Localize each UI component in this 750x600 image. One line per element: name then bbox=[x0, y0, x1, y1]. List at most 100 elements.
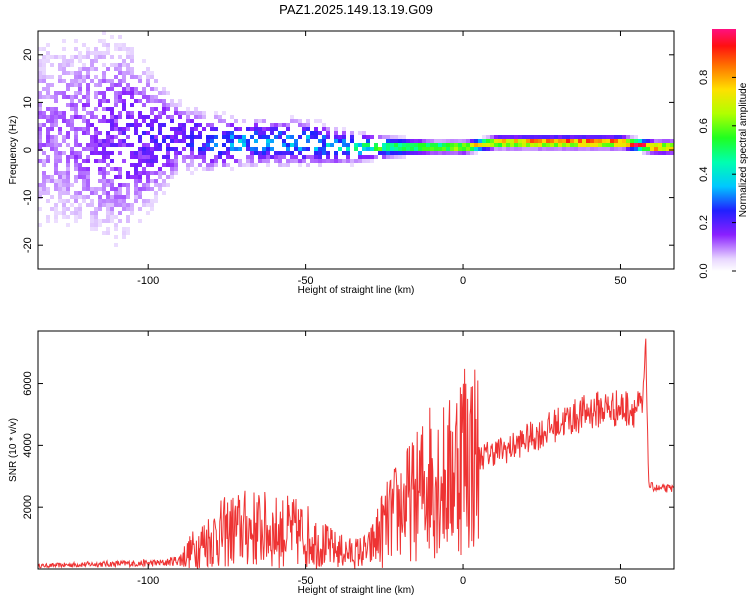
spectrogram-cell bbox=[234, 159, 238, 163]
spectrogram-cell bbox=[66, 223, 70, 227]
spectrogram-cell bbox=[430, 151, 434, 155]
spectrogram-cell bbox=[110, 115, 114, 119]
spectrogram-cell bbox=[194, 127, 198, 131]
spectrogram-cell bbox=[90, 115, 94, 119]
spectrogram-cell bbox=[426, 147, 430, 151]
spectrogram-cell bbox=[102, 55, 106, 59]
spectrogram-cell bbox=[566, 143, 570, 147]
spectrogram-cell bbox=[306, 155, 310, 159]
spectrogram-cell bbox=[238, 163, 242, 167]
spectrogram-cell bbox=[270, 147, 274, 151]
spectrogram-cell bbox=[38, 223, 42, 227]
spectrogram-cell bbox=[126, 175, 130, 179]
spectrogram-cell bbox=[126, 51, 130, 55]
spectrogram-cell bbox=[546, 147, 550, 151]
spectrogram-cell bbox=[78, 191, 82, 195]
spectrogram-cell bbox=[134, 119, 138, 123]
spectrogram-cell bbox=[86, 47, 90, 51]
spectrogram-cell bbox=[154, 87, 158, 91]
spectrogram-cell bbox=[94, 47, 98, 51]
spectrogram-cell bbox=[334, 155, 338, 159]
spectrogram-cell bbox=[150, 127, 154, 131]
spectrogram-cell bbox=[546, 139, 550, 143]
y-tick-label: -10 bbox=[22, 190, 34, 206]
spectrogram-cell bbox=[174, 139, 178, 143]
spectrogram-cell bbox=[242, 135, 246, 139]
spectrogram-cell bbox=[114, 95, 118, 99]
spectrogram-cell bbox=[70, 211, 74, 215]
spectrogram-cell bbox=[90, 135, 94, 139]
spectrogram-cell bbox=[186, 135, 190, 139]
spectrogram-cell bbox=[94, 75, 98, 79]
spectrogram-cell bbox=[66, 119, 70, 123]
spectrogram-cell bbox=[154, 79, 158, 83]
spectrogram-cell bbox=[290, 151, 294, 155]
spectrogram-cell bbox=[534, 143, 538, 147]
spectrogram-cell bbox=[78, 215, 82, 219]
spectrogram-cell bbox=[138, 91, 142, 95]
spectrogram-cell bbox=[58, 63, 62, 67]
spectrogram-cell bbox=[134, 199, 138, 203]
spectrogram-cell bbox=[166, 175, 170, 179]
spectrogram-cell bbox=[94, 187, 98, 191]
spectrogram-cell bbox=[102, 71, 106, 75]
spectrogram-cell bbox=[494, 139, 498, 143]
spectrogram-cell bbox=[38, 131, 42, 135]
spectrogram-cell bbox=[82, 119, 86, 123]
spectrogram-cell bbox=[326, 155, 330, 159]
spectrogram-cell bbox=[142, 91, 146, 95]
spectrogram-cell bbox=[178, 131, 182, 135]
spectrogram-cell bbox=[166, 143, 170, 147]
spectrogram-cell bbox=[158, 123, 162, 127]
spectrogram-cell bbox=[334, 151, 338, 155]
spectrogram-cell bbox=[74, 155, 78, 159]
spectrogram-cell bbox=[342, 135, 346, 139]
spectrogram-cell bbox=[126, 171, 130, 175]
spectrogram-cell bbox=[222, 143, 226, 147]
spectrogram-cell bbox=[50, 135, 54, 139]
spectrogram-cell bbox=[594, 143, 598, 147]
spectrogram-cell bbox=[50, 83, 54, 87]
spectrogram-cell bbox=[198, 131, 202, 135]
spectrogram-cell bbox=[58, 159, 62, 163]
snr-y-ticks: 200040006000 bbox=[22, 371, 674, 519]
spectrogram-cell bbox=[226, 131, 230, 135]
spectrogram-cell bbox=[130, 75, 134, 79]
spectrogram-cell bbox=[106, 107, 110, 111]
spectrogram-cell bbox=[490, 135, 494, 139]
spectrogram-cell bbox=[162, 139, 166, 143]
spectrogram-cell bbox=[86, 187, 90, 191]
spectrogram-cell bbox=[114, 99, 118, 103]
spectrogram-cell bbox=[330, 159, 334, 163]
spectrogram-cell bbox=[138, 175, 142, 179]
spectrogram-cell bbox=[230, 135, 234, 139]
spectrogram-cell bbox=[586, 139, 590, 143]
spectrogram-cell bbox=[150, 119, 154, 123]
spectrogram-cell bbox=[246, 155, 250, 159]
spectrogram-cell bbox=[170, 147, 174, 151]
spectrogram-cell bbox=[86, 71, 90, 75]
spectrogram-cell bbox=[162, 107, 166, 111]
spectrogram-cell bbox=[534, 139, 538, 143]
spectrogram-cell bbox=[314, 151, 318, 155]
spectrogram-cell bbox=[270, 123, 274, 127]
spectrogram-cell bbox=[130, 87, 134, 91]
spectrogram-cell bbox=[174, 147, 178, 151]
spectrogram-cell bbox=[166, 183, 170, 187]
spectrogram-cell bbox=[66, 87, 70, 91]
spectrogram-cell bbox=[210, 135, 214, 139]
spectrogram-cell bbox=[654, 151, 658, 155]
spectrogram-cell bbox=[74, 111, 78, 115]
spectrogram-cell bbox=[122, 131, 126, 135]
spectrogram-cell bbox=[110, 107, 114, 111]
spectrogram-cell bbox=[78, 99, 82, 103]
spectrogram-cell bbox=[138, 219, 142, 223]
spectrogram-cell bbox=[86, 155, 90, 159]
spectrogram-cell bbox=[150, 199, 154, 203]
x-tick-label: 0 bbox=[460, 575, 466, 587]
spectrogram-cell bbox=[526, 143, 530, 147]
spectrogram-cell bbox=[38, 91, 42, 95]
spectrogram-cell bbox=[546, 143, 550, 147]
spectrogram-cell bbox=[58, 187, 62, 191]
spectrogram-cell bbox=[158, 183, 162, 187]
